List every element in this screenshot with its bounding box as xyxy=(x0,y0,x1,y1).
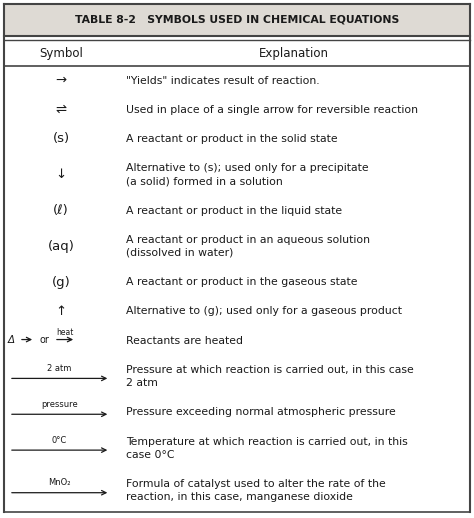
Text: A reactant or product in the liquid state: A reactant or product in the liquid stat… xyxy=(126,206,342,215)
Text: Alternative to (s); used only for a precipitate: Alternative to (s); used only for a prec… xyxy=(126,163,369,174)
Text: pressure: pressure xyxy=(41,400,78,409)
Text: Used in place of a single arrow for reversible reaction: Used in place of a single arrow for reve… xyxy=(126,105,418,114)
Text: (a solid) formed in a solution: (a solid) formed in a solution xyxy=(126,176,283,186)
Text: Formula of catalyst used to alter the rate of the: Formula of catalyst used to alter the ra… xyxy=(126,479,386,490)
Text: ↑: ↑ xyxy=(55,305,67,318)
Text: case 0°C: case 0°C xyxy=(126,450,175,459)
Text: (aq): (aq) xyxy=(48,240,74,253)
Text: Pressure at which reaction is carried out, in this case: Pressure at which reaction is carried ou… xyxy=(126,365,414,375)
Text: Explanation: Explanation xyxy=(259,47,329,60)
Text: A reactant or product in the solid state: A reactant or product in the solid state xyxy=(126,134,338,144)
Text: Temperature at which reaction is carried out, in this: Temperature at which reaction is carried… xyxy=(126,437,408,447)
Text: TABLE 8-2   SYMBOLS USED IN CHEMICAL EQUATIONS: TABLE 8-2 SYMBOLS USED IN CHEMICAL EQUAT… xyxy=(75,15,399,25)
Text: (dissolved in water): (dissolved in water) xyxy=(126,248,234,258)
Bar xyxy=(4,4,470,36)
Text: heat: heat xyxy=(56,328,73,337)
Text: A reactant or product in the gaseous state: A reactant or product in the gaseous sta… xyxy=(126,277,358,287)
Text: Alternative to (g); used only for a gaseous product: Alternative to (g); used only for a gase… xyxy=(126,307,402,316)
Text: Pressure exceeding normal atmospheric pressure: Pressure exceeding normal atmospheric pr… xyxy=(126,407,396,418)
Text: →: → xyxy=(55,74,67,87)
Text: Reactants are heated: Reactants are heated xyxy=(126,336,243,346)
Text: (s): (s) xyxy=(53,132,70,146)
Text: ⇌: ⇌ xyxy=(55,103,67,116)
Text: Symbol: Symbol xyxy=(39,47,83,60)
Text: 2 atm: 2 atm xyxy=(126,378,158,388)
Text: MnO₂: MnO₂ xyxy=(48,478,71,487)
Text: or: or xyxy=(40,335,50,344)
Text: (g): (g) xyxy=(52,276,71,289)
Text: 0°C: 0°C xyxy=(52,436,67,444)
Text: ↓: ↓ xyxy=(55,168,67,181)
Text: reaction, in this case, manganese dioxide: reaction, in this case, manganese dioxid… xyxy=(126,492,353,502)
Text: 2 atm: 2 atm xyxy=(47,364,72,373)
Text: Δ: Δ xyxy=(8,335,15,344)
Text: (ℓ): (ℓ) xyxy=(53,204,69,217)
Text: "Yields" indicates result of reaction.: "Yields" indicates result of reaction. xyxy=(126,76,320,85)
Text: A reactant or product in an aqueous solution: A reactant or product in an aqueous solu… xyxy=(126,235,370,245)
